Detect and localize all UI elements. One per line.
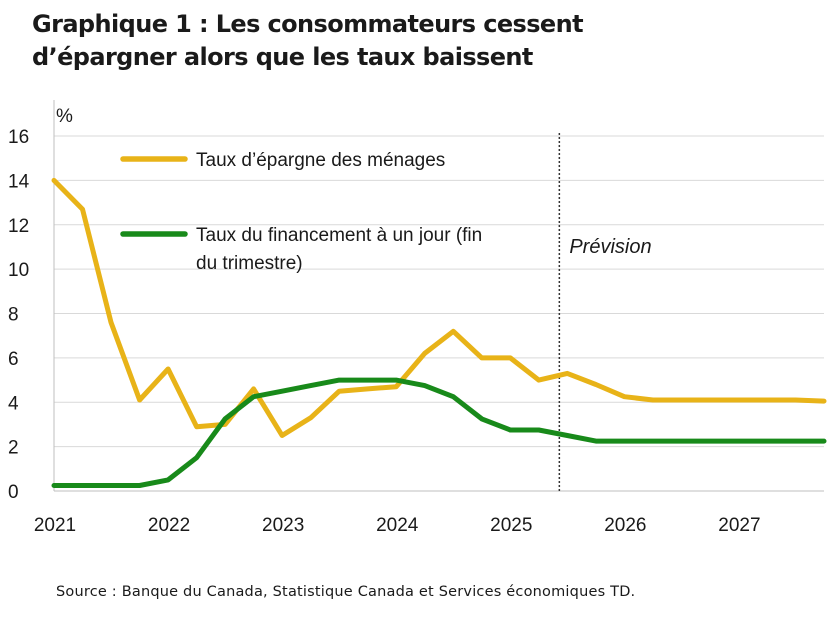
y-tick-label: 10 xyxy=(8,260,29,281)
y-tick-label: 8 xyxy=(8,305,19,326)
x-tick-label: 2022 xyxy=(148,515,190,536)
y-tick-label: 4 xyxy=(8,393,19,414)
x-tick-label: 2024 xyxy=(376,515,419,536)
y-tick-label: 14 xyxy=(8,171,30,192)
y-tick-label: 2 xyxy=(8,438,19,459)
y-tick-label: 16 xyxy=(8,127,29,148)
x-tick-label: 2027 xyxy=(718,515,760,536)
legend-savings-label: Taux d’épargne des ménages xyxy=(196,150,445,171)
y-tick-label: 0 xyxy=(8,482,19,503)
source-note: Source : Banque du Canada, Statistique C… xyxy=(56,584,636,600)
x-tick-label: 2021 xyxy=(34,515,76,536)
x-tick-label: 2025 xyxy=(490,515,532,536)
y-tick-label: 12 xyxy=(8,216,29,237)
x-tick-label: 2023 xyxy=(262,515,304,536)
y-axis-label: % xyxy=(56,106,73,127)
overnight-rate-line xyxy=(51,377,827,488)
legend-overnight-rate-label: Taux du financement à un jour (fin xyxy=(196,225,482,246)
x-tick-label: 2026 xyxy=(604,515,646,536)
y-tick-label: 6 xyxy=(8,349,19,370)
chart-title-line-2: d’épargner alors que les taux baissent xyxy=(32,43,533,71)
legend-overnight-rate-label-line-2: du trimestre) xyxy=(196,253,303,274)
forecast-label: Prévision xyxy=(569,236,651,258)
chart-title: Graphique 1 : Les consommateurs cessent … xyxy=(32,8,812,74)
savings-rate-line xyxy=(51,177,827,438)
chart-title-line-1: Graphique 1 : Les consommateurs cessent xyxy=(32,10,584,38)
